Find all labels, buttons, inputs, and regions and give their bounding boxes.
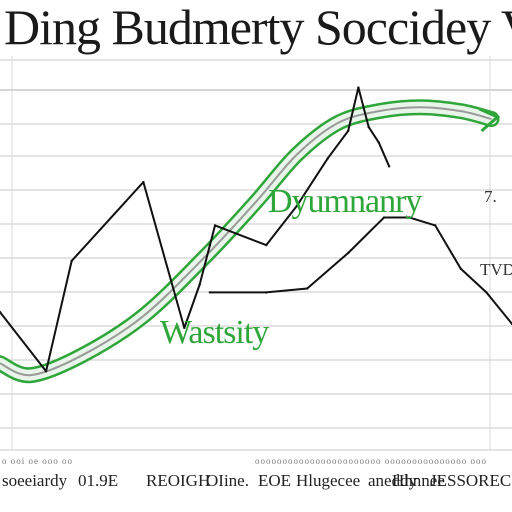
footer-label: 01.9E: [78, 471, 118, 490]
footer-label: aneddy: [368, 471, 418, 490]
data-point: [213, 224, 217, 227]
data-point: [346, 129, 350, 133]
data-point: [367, 125, 370, 129]
data-point: [408, 216, 411, 219]
green-band-center: [0, 106, 492, 377]
chart-series: [0, 86, 512, 384]
data-point: [208, 291, 212, 294]
data-point: [306, 287, 309, 290]
data-point: [142, 180, 145, 184]
footer-label: Hlugecee: [296, 471, 360, 490]
chart-title: Ding Budmerty Soccidey Vin: [4, 0, 512, 55]
data-point: [265, 243, 268, 247]
right-label-upper: 7.: [484, 187, 497, 206]
green-band-arrow: [478, 107, 501, 133]
data-point: [357, 86, 360, 89]
footer-label: JESSOREC: [430, 471, 511, 490]
annotation-upper: Dyumnanry: [268, 183, 422, 220]
footer-label: OIine.: [206, 471, 249, 490]
data-point: [44, 370, 48, 373]
data-point: [434, 224, 437, 227]
data-point: [382, 216, 386, 219]
data-point: [70, 259, 73, 263]
footer-dots-left: o ooi oe ooo oo: [2, 456, 73, 466]
series-line-1: [0, 86, 391, 373]
right-label-lower: TVD: [480, 260, 512, 279]
data-point: [198, 283, 201, 286]
footer-label: REOIGH: [146, 471, 210, 490]
data-point: [377, 141, 381, 144]
data-point: [459, 267, 462, 270]
data-point: [265, 291, 268, 294]
data-point: [183, 326, 186, 330]
annotation-lower: Wastsity: [160, 314, 269, 351]
footer-label: Hhnnee: [392, 471, 445, 490]
data-point: [295, 204, 299, 207]
footer-label: soeeiardy: [2, 471, 68, 490]
footer-dots-right: ooooooooooooooooooooooo ooooooooooooooo …: [255, 456, 487, 466]
series-line-2: [209, 216, 512, 325]
data-point: [485, 291, 488, 294]
data-point: [0, 310, 2, 314]
data-point: [387, 165, 391, 168]
footer-label: EOE: [258, 471, 291, 490]
data-point: [208, 243, 212, 247]
data-point: [346, 251, 350, 255]
data-point: [326, 157, 329, 160]
